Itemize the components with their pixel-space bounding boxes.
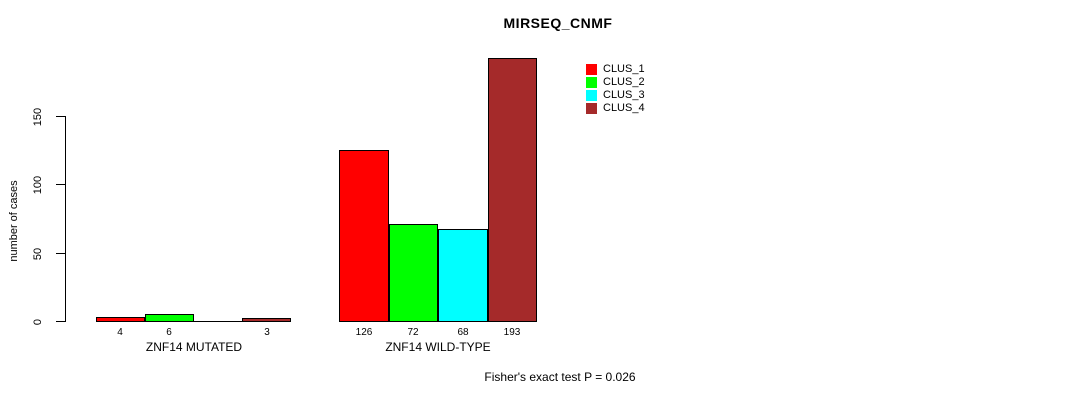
legend-item-clus_1: CLUS_1 (586, 64, 645, 75)
bar-clus_4-mutated (242, 318, 291, 322)
bar-value-label: 72 (407, 327, 419, 338)
bar-clus_1-wildtype (339, 150, 389, 322)
legend-label: CLUS_4 (603, 102, 645, 114)
bar-clus_4-wildtype (487, 58, 537, 322)
group-baseline (96, 321, 291, 322)
y-tick (56, 184, 65, 185)
y-axis-title: number of cases (8, 180, 20, 262)
x-group-label-wildtype: ZNF14 WILD-TYPE (385, 340, 491, 354)
y-axis-line (65, 116, 66, 322)
legend-label: CLUS_3 (603, 89, 645, 101)
legend-swatch-clus_1 (586, 64, 597, 75)
y-tick-label: 50 (32, 247, 44, 261)
y-tick-label: 100 (32, 175, 44, 195)
legend-swatch-clus_2 (586, 77, 597, 88)
y-tick-label: 150 (32, 107, 44, 127)
bar-value-label: 3 (264, 327, 270, 338)
y-tick (56, 321, 65, 322)
legend-label: CLUS_1 (603, 63, 645, 75)
legend-item-clus_4: CLUS_4 (586, 103, 645, 114)
legend-label: CLUS_2 (603, 76, 645, 88)
legend-swatch-clus_3 (586, 90, 597, 101)
y-tick (56, 116, 65, 117)
bar-value-label: 193 (503, 327, 521, 338)
bar-value-label: 6 (166, 327, 172, 338)
bar-value-label: 126 (355, 327, 373, 338)
chart-title: MIRSEQ_CNMF (503, 15, 613, 31)
bar-clus_1-mutated (96, 317, 145, 322)
legend: CLUS_1 CLUS_2 CLUS_3 CLUS_4 (586, 64, 645, 116)
legend-item-clus_3: CLUS_3 (586, 90, 645, 101)
bar-clus_3-wildtype (438, 229, 488, 322)
fisher-test-annotation: Fisher's exact test P = 0.026 (484, 370, 636, 384)
bar-clus_2-mutated (144, 314, 194, 322)
y-tick (56, 253, 65, 254)
x-group-label-mutated: ZNF14 MUTATED (145, 340, 243, 354)
y-tick-label: 0 (32, 318, 44, 326)
bar-value-label: 4 (117, 327, 123, 338)
legend-swatch-clus_4 (586, 103, 597, 114)
bar-value-label: 68 (457, 327, 469, 338)
legend-item-clus_2: CLUS_2 (586, 77, 645, 88)
bar-clus_2-wildtype (388, 224, 438, 322)
